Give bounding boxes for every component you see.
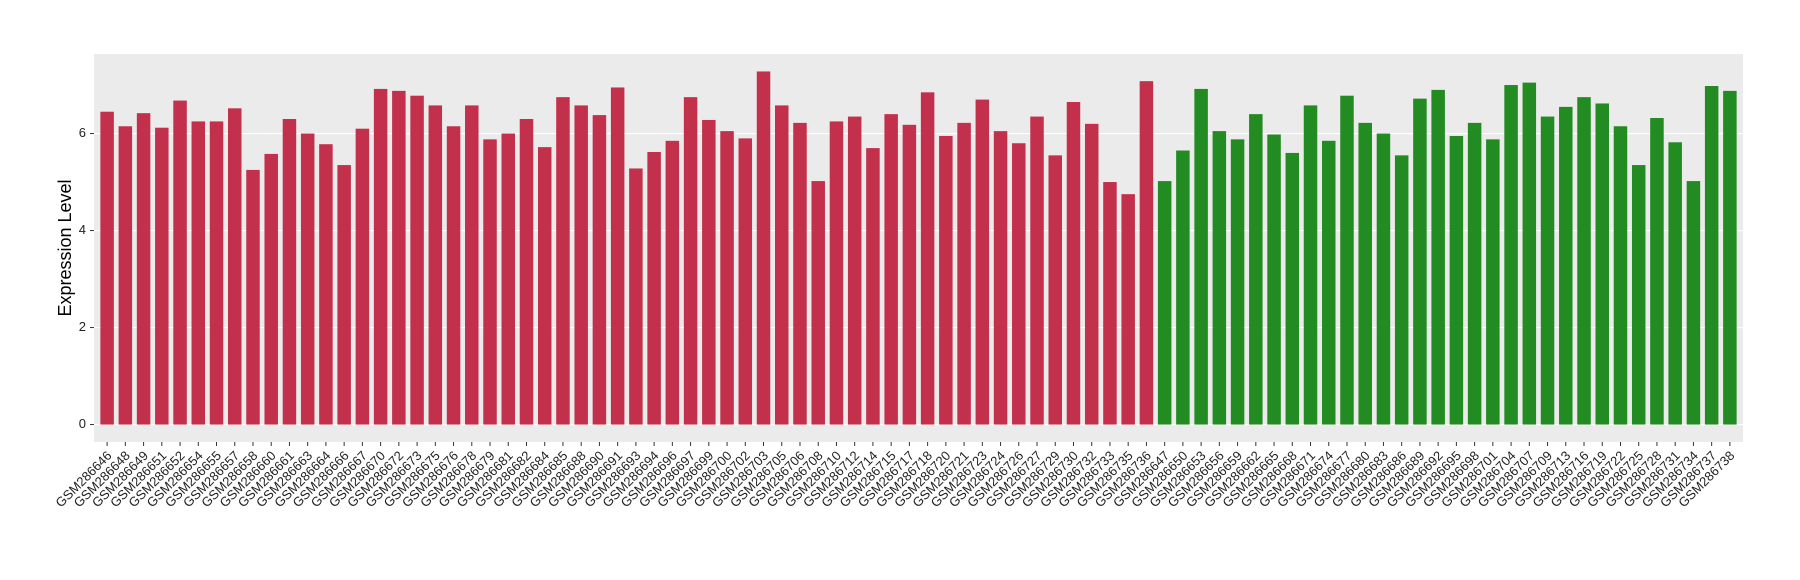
bar <box>1650 118 1664 425</box>
bar <box>1559 106 1573 425</box>
bar <box>975 99 990 425</box>
bar <box>1686 181 1701 425</box>
bar <box>592 115 607 425</box>
bar <box>1613 126 1628 425</box>
bar <box>428 105 443 425</box>
bar <box>537 147 552 425</box>
bar <box>647 151 661 425</box>
bar <box>793 122 807 425</box>
bar <box>1066 102 1081 425</box>
bar <box>191 121 206 425</box>
bar <box>574 105 588 425</box>
bar <box>319 144 333 425</box>
bar <box>1230 139 1245 425</box>
bar <box>1467 122 1482 425</box>
bar <box>920 92 935 425</box>
bar <box>1157 181 1172 425</box>
bar <box>118 126 133 425</box>
bar <box>683 97 698 425</box>
bar <box>1631 165 1646 425</box>
bar <box>355 128 370 425</box>
bar <box>720 131 734 425</box>
bar <box>1103 182 1117 425</box>
bar <box>1322 140 1336 425</box>
bar <box>610 87 625 425</box>
y-tick-label: 4 <box>79 222 86 237</box>
bar <box>1540 116 1555 425</box>
bar <box>829 121 844 425</box>
bar <box>1084 123 1099 425</box>
bar <box>939 135 953 425</box>
bar <box>1723 90 1737 425</box>
y-tick-label: 0 <box>79 416 86 431</box>
bar <box>847 116 862 425</box>
bar <box>1668 142 1682 425</box>
bar <box>1194 88 1208 425</box>
bar <box>465 105 479 425</box>
bar <box>1413 98 1427 425</box>
bar <box>1431 89 1445 425</box>
bar <box>665 140 680 425</box>
bar <box>1595 103 1609 425</box>
bar <box>282 118 297 425</box>
bar <box>519 118 534 425</box>
bar <box>501 133 515 425</box>
bar <box>1176 150 1190 425</box>
bar <box>1139 81 1154 425</box>
y-tick-label: 6 <box>79 125 86 140</box>
bar <box>775 105 789 425</box>
bar <box>1704 86 1719 425</box>
bar <box>392 90 406 425</box>
bar <box>1303 105 1318 425</box>
bar <box>811 181 825 425</box>
bar <box>1376 133 1391 425</box>
bar <box>884 114 898 425</box>
bar <box>1522 82 1537 425</box>
bar <box>483 139 497 425</box>
bar <box>1249 114 1263 425</box>
bar <box>246 169 260 425</box>
bar <box>629 168 643 425</box>
bar <box>136 113 151 425</box>
bar <box>866 148 880 425</box>
bar <box>446 126 461 425</box>
bar <box>264 153 278 425</box>
bar <box>756 71 771 425</box>
y-axis-label: Expression Level <box>55 179 75 316</box>
bar <box>1577 97 1591 425</box>
bar <box>738 138 753 425</box>
bar <box>1267 134 1281 425</box>
bar <box>1012 143 1026 425</box>
bar <box>957 122 971 425</box>
bar <box>1030 116 1044 425</box>
bar <box>1358 122 1372 425</box>
bar <box>155 127 169 425</box>
bar <box>373 88 388 425</box>
bar <box>1449 135 1464 425</box>
bar <box>1048 155 1062 425</box>
bar <box>1504 85 1518 425</box>
bar <box>1212 131 1227 425</box>
bar <box>1121 194 1135 425</box>
bar <box>1340 95 1354 425</box>
bar <box>1486 139 1500 425</box>
bar <box>337 165 351 425</box>
bar <box>1285 152 1300 425</box>
bar <box>702 119 716 425</box>
bar <box>993 131 1008 425</box>
bar <box>100 111 114 425</box>
bar <box>902 124 917 425</box>
bar <box>556 97 570 425</box>
bar <box>300 133 315 425</box>
bar <box>410 95 424 425</box>
bar <box>209 121 224 425</box>
y-tick-label: 2 <box>79 319 86 334</box>
bar <box>1394 155 1409 425</box>
bar <box>173 100 187 425</box>
bar <box>228 108 242 425</box>
